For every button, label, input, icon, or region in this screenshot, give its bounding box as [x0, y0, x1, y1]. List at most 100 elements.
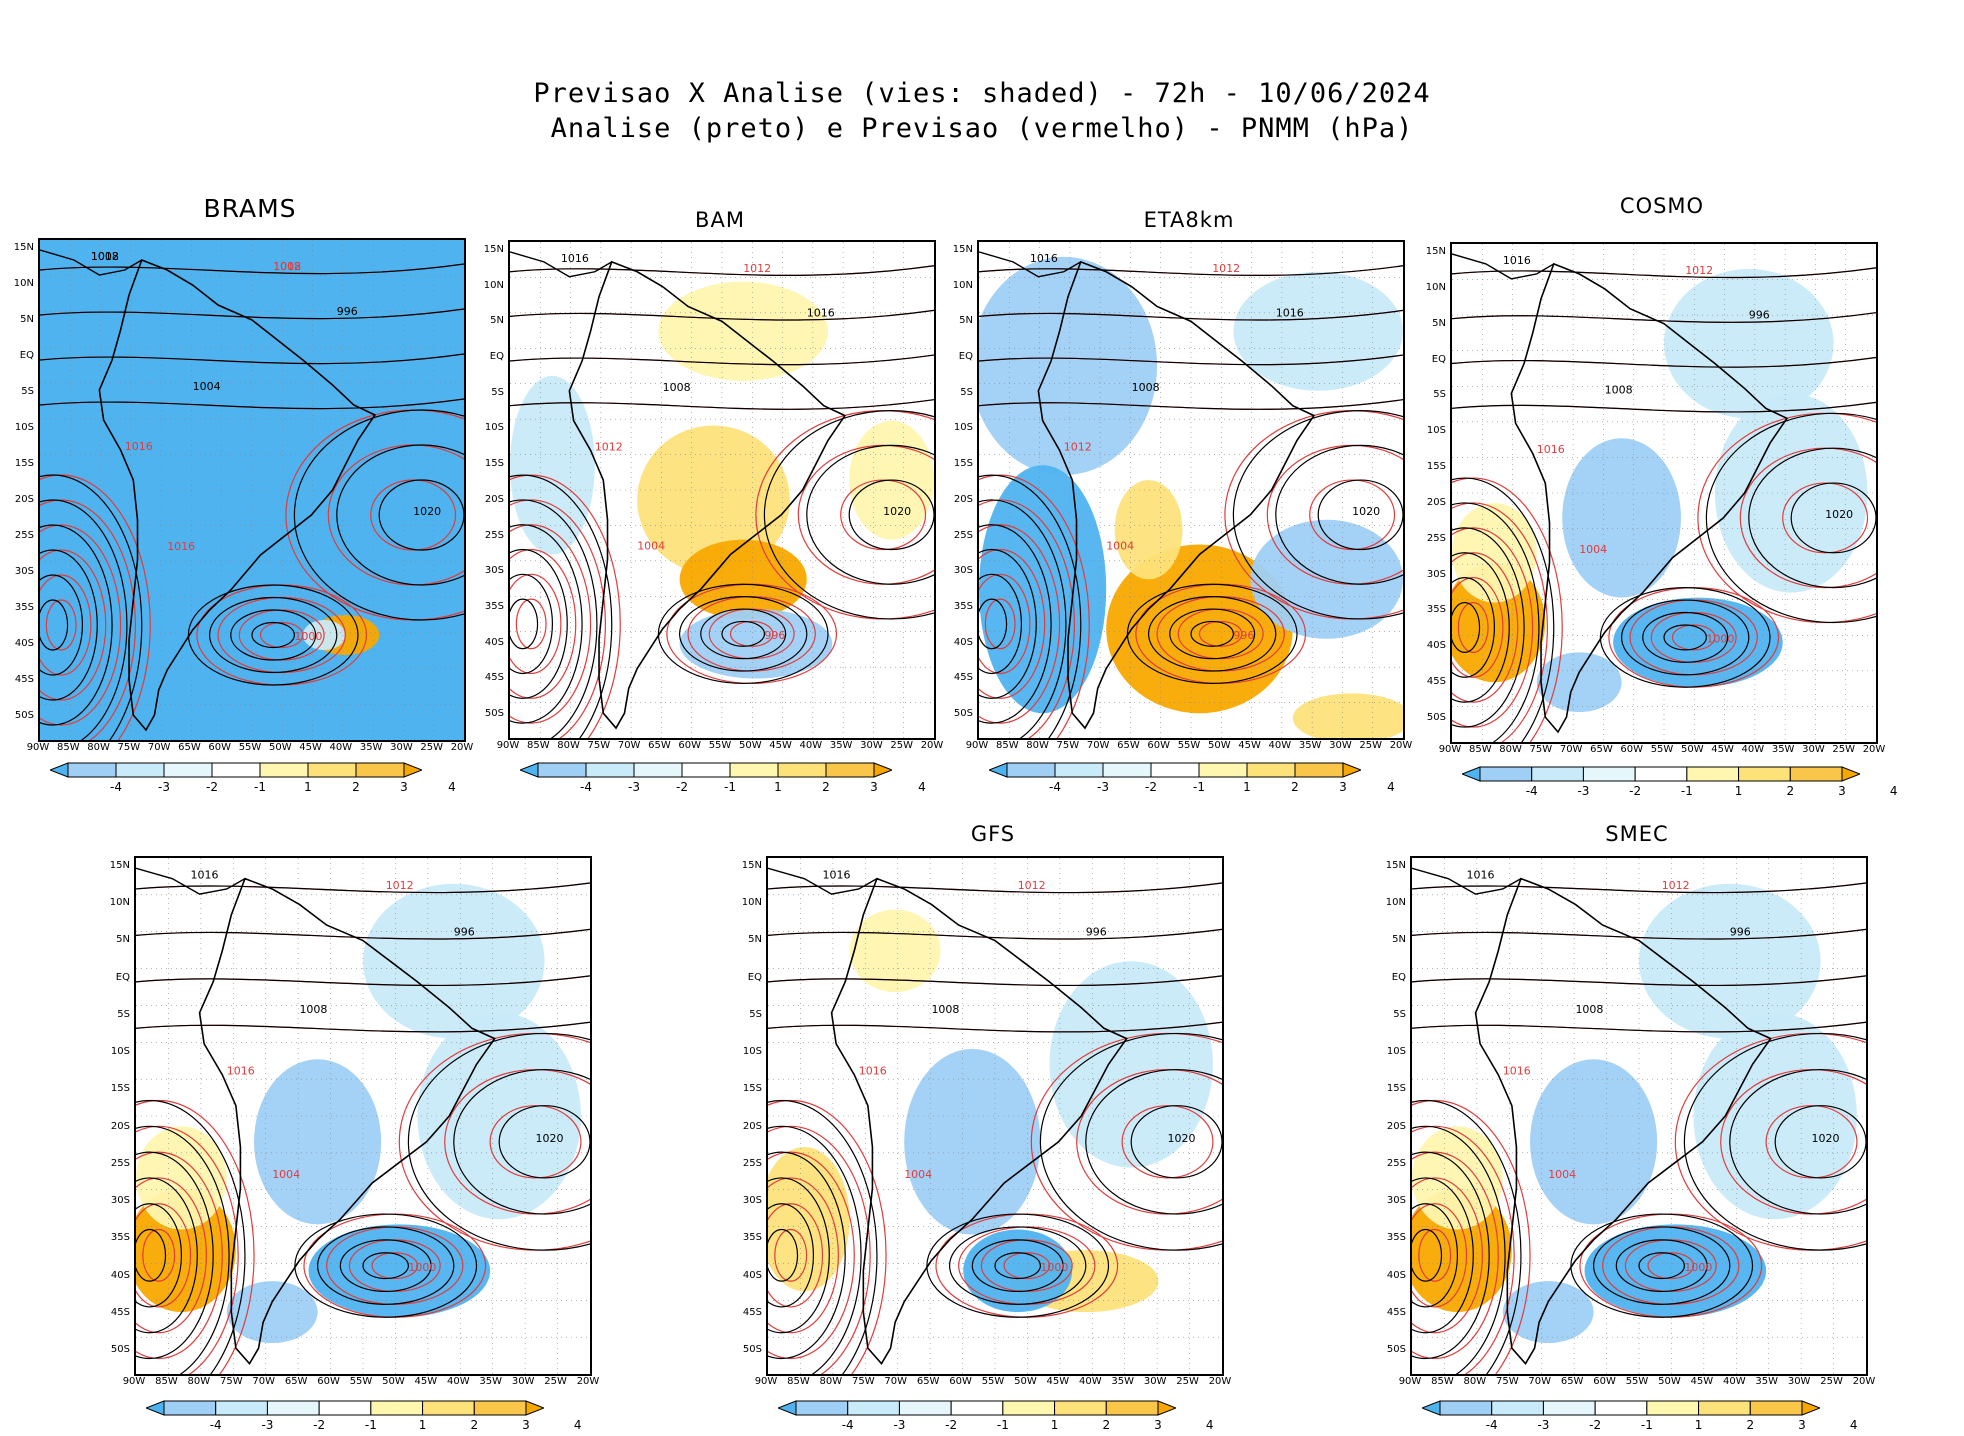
central-america-outline: [1412, 868, 1521, 894]
isobar-label: 1016: [1030, 252, 1058, 265]
lon-tick-label: 70W: [1528, 1376, 1552, 1387]
lat-tick-label: 15S: [742, 1083, 762, 1095]
isobar-label: 1016: [1503, 1065, 1531, 1078]
colorbar: -4 -3 -2 -1 1 2 3 4: [1462, 766, 1898, 800]
isobar-label: 1004: [1106, 540, 1134, 553]
colorbar-swatch: [1491, 1400, 1544, 1416]
isobar-label: 996: [1233, 629, 1254, 642]
lat-tick-label: 45S: [14, 674, 34, 685]
colorbar-label: 4: [1205, 1418, 1214, 1432]
colorbar-max-arrow: [873, 762, 892, 778]
colorbar-label: 1: [774, 780, 782, 794]
map-canvas: 1016 1012 1008 1004 1020 1000 996 1016: [136, 858, 590, 1374]
lat-tick-label: 40S: [1426, 640, 1446, 652]
graticule: [1412, 858, 1866, 1374]
lat-tick-label: 15N: [109, 860, 130, 871]
lon-tick-label: 35W: [359, 742, 383, 753]
analysis-isobars: [1412, 882, 1866, 1374]
colorbar-label: 3: [522, 1418, 530, 1432]
lon-tick-label: 80W: [1026, 740, 1049, 751]
lon-tick-label: 30W: [1143, 1376, 1167, 1387]
isobar-label: 996: [1749, 309, 1770, 322]
lon-tick-label: 20W: [1389, 740, 1413, 751]
lon-tick-label: 50W: [382, 1376, 405, 1387]
isobar-label: 1004: [193, 380, 221, 393]
isobar-label: 1008: [1575, 1003, 1603, 1016]
colorbar-swatch: [211, 762, 261, 778]
lon-tick-label: 85W: [995, 740, 1019, 751]
colorbar-min-arrow: [146, 1400, 165, 1416]
lat-tick-label: 25S: [14, 530, 34, 541]
bias-blob-negative-weak: [1049, 961, 1213, 1168]
analysis-isobars: [979, 265, 1403, 738]
figure-title-line2: Analise (preto) e Previsao (vermelho) - …: [550, 113, 1414, 144]
colorbar-swatch: [537, 762, 587, 778]
colorbar-label: 2: [352, 780, 360, 794]
isobar-label: 1004: [637, 540, 665, 553]
map-canvas: 1016 1012 1008 1004 1020 1000 996 1016: [1452, 244, 1876, 742]
lon-tick-label: 80W: [1463, 1376, 1487, 1387]
lon-tick-label: 65W: [1560, 1376, 1584, 1387]
colorbar-label: 1: [1734, 784, 1743, 798]
central-america-outline: [979, 252, 1081, 277]
lon-tick-label: 35W: [1771, 744, 1795, 755]
colorbar-label: 1: [1050, 1418, 1059, 1432]
colorbar-min-arrow: [520, 762, 539, 778]
colorbar-label: 2: [1102, 1418, 1111, 1432]
colorbar-swatch: [266, 1400, 320, 1416]
lon-tick-label: 80W: [557, 740, 580, 751]
central-america-outline: [510, 252, 612, 277]
colorbar-label: 2: [1746, 1418, 1755, 1432]
colorbar-swatch: [1439, 1400, 1493, 1416]
lat-tick-label: 40S: [14, 638, 34, 649]
colorbar-swatch: [1246, 762, 1296, 778]
lon-tick-label: 70W: [252, 1376, 276, 1387]
lat-tick-label: 20S: [110, 1120, 130, 1132]
colorbar-label: -2: [313, 1418, 326, 1432]
lat-tick-label: 25S: [953, 529, 973, 541]
lon-tick-label: 45W: [414, 1376, 438, 1387]
lon-tick-label: 65W: [178, 742, 201, 753]
lon-tick-label: 35W: [829, 740, 853, 751]
lat-tick-label: 10N: [109, 897, 130, 909]
colorbar-swatch: [1789, 766, 1843, 782]
lon-tick-label: 40W: [799, 740, 823, 751]
south-america-outline: [832, 879, 1127, 1364]
lat-tick-label: 40S: [1386, 1269, 1406, 1281]
colorbar-max-arrow: [1157, 1400, 1176, 1416]
colorbar-label: -2: [945, 1418, 958, 1432]
isobar-label: 1012: [1685, 264, 1713, 277]
lon-tick-label: 80W: [187, 1376, 211, 1387]
lon-tick-label: 65W: [1590, 744, 1613, 755]
isobar-label: 1020: [883, 505, 911, 518]
lat-tick-label: 10S: [14, 422, 34, 433]
isobar-label: 1020: [1812, 1132, 1840, 1145]
lon-tick-label: 65W: [648, 740, 671, 751]
colorbar-swatch: [777, 762, 827, 778]
lat-tick-label: 50S: [1386, 1344, 1406, 1355]
colorbar-label: 4: [1387, 780, 1395, 794]
map-canvas: 1016 1012 1008 1004 1020 1000 996 1016: [768, 858, 1222, 1374]
colorbar-swatches: [1462, 766, 1860, 782]
lon-tick-label: 85W: [1468, 744, 1492, 755]
lon-tick-label: 70W: [147, 742, 171, 753]
lat-tick-label: 10N: [13, 278, 34, 289]
lon-tick-label: 20W: [1852, 1376, 1876, 1387]
bias-blob-negative-weak: [417, 1012, 581, 1220]
lat-tick-label: 5S: [117, 1008, 130, 1020]
colorbar-swatch: [1150, 762, 1200, 778]
isobar-label: 1016: [1537, 443, 1565, 456]
colorbar-swatch: [1294, 762, 1344, 778]
colorbar-max-arrow: [1801, 1400, 1820, 1416]
south-america-outline: [99, 260, 375, 730]
lon-tick-label: 50W: [1014, 1376, 1037, 1387]
colorbar-label: -1: [1193, 780, 1205, 794]
colorbar-swatch: [163, 1400, 217, 1416]
lon-tick-label: 55W: [708, 740, 732, 751]
isobar-label: 1012: [743, 262, 771, 275]
panel-title: COSMO: [1619, 194, 1705, 218]
isobar-label: 1016: [125, 440, 153, 453]
lat-tick-label: 10S: [110, 1046, 130, 1058]
lon-tick-label: 25W: [420, 742, 444, 753]
lon-tick-label: 40W: [1268, 740, 1292, 751]
